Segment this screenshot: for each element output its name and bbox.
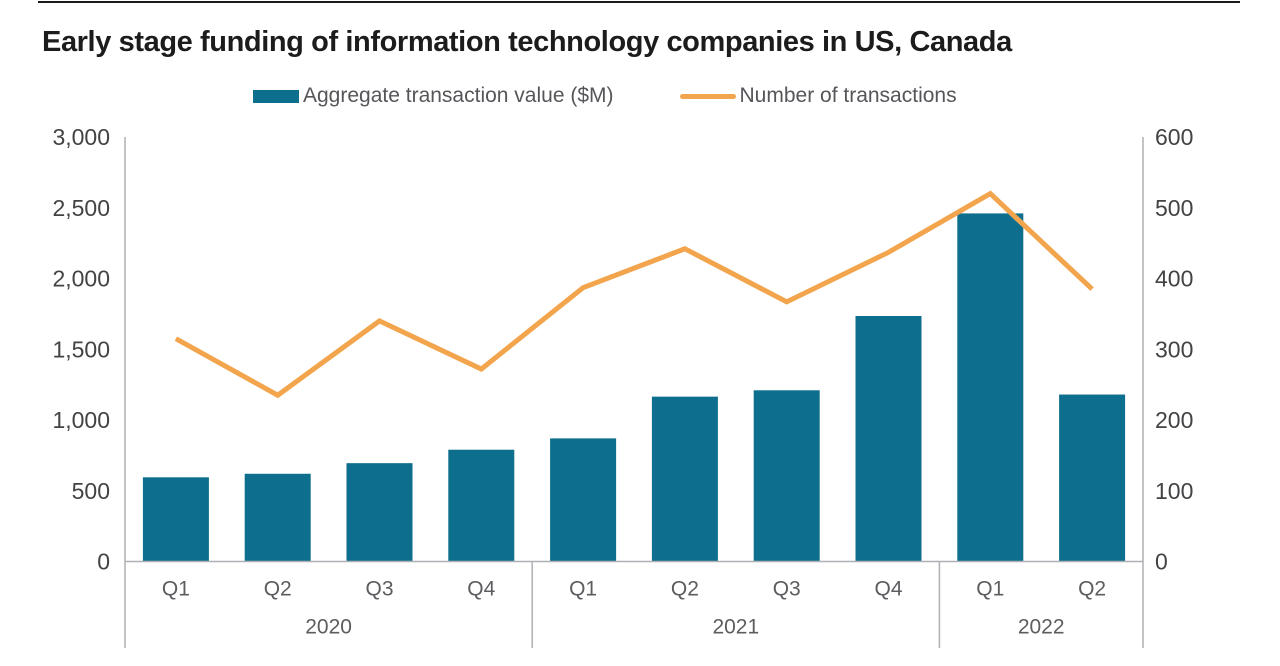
transactions-line (174, 190, 1094, 399)
legend: Aggregate transaction value ($M) Number … (253, 84, 957, 108)
right-axis-tick-200: 200 (1155, 407, 1193, 433)
left-axis-tick-1,000: 1,000 (52, 407, 110, 433)
quarter-label-2021-Q4: Q4 (874, 578, 902, 601)
quarter-label-2021-Q3: Q3 (773, 578, 801, 601)
left-axis-tick-2,000: 2,000 (52, 266, 110, 292)
bar-2021-Q2 (651, 396, 718, 562)
right-axis-tick-100: 100 (1155, 478, 1193, 504)
left-axis-tick-1,500: 1,500 (52, 336, 110, 362)
year-label-2020: 2020 (305, 616, 352, 639)
quarter-label-2020-Q3: Q3 (365, 578, 393, 601)
bar-2022-Q2 (1059, 394, 1126, 562)
right-axis-tick-400: 400 (1155, 266, 1193, 292)
left-axis-tick-2,500: 2,500 (52, 195, 110, 221)
bar-2022-Q1 (957, 213, 1024, 562)
left-axis-tick-3,000: 3,000 (52, 124, 110, 150)
quarter-label-2020-Q4: Q4 (467, 578, 495, 601)
bar-2020-Q2 (244, 473, 311, 562)
right-axis-tick-600: 600 (1155, 124, 1193, 150)
right-axis-tick-500: 500 (1155, 195, 1193, 221)
left-axis-tick-500: 500 (72, 478, 110, 504)
legend-line-label: Number of transactions (739, 84, 957, 107)
chart-title: Early stage funding of information techn… (42, 26, 1012, 58)
top-border-rule (38, 1, 1240, 3)
bar-2021-Q4 (855, 315, 922, 562)
quarter-label-2020-Q1: Q1 (162, 578, 190, 601)
year-label-2021: 2021 (712, 616, 759, 639)
quarter-label-2022-Q1: Q1 (976, 578, 1004, 601)
bar-2020-Q3 (346, 463, 413, 562)
quarter-label-2021-Q2: Q2 (671, 578, 699, 601)
legend-bar-label: Aggregate transaction value ($M) (303, 84, 614, 107)
quarter-label-2020-Q2: Q2 (264, 578, 292, 601)
bar-2021-Q3 (753, 390, 820, 562)
legend-item-line: Number of transactions (679, 84, 957, 108)
quarter-label-2022-Q2: Q2 (1078, 578, 1106, 601)
bar-2020-Q4 (448, 449, 515, 562)
bar-2020-Q1 (142, 477, 209, 562)
bar-2021-Q1 (550, 438, 617, 562)
right-axis-tick-0: 0 (1155, 549, 1168, 575)
right-axis-tick-300: 300 (1155, 336, 1193, 362)
left-axis-tick-0: 0 (97, 549, 110, 575)
line-swatch-icon (679, 93, 736, 99)
legend-item-bar: Aggregate transaction value ($M) (253, 84, 614, 108)
bar-swatch-icon (253, 89, 299, 103)
year-label-2022: 2022 (1018, 616, 1065, 639)
quarter-label-2021-Q1: Q1 (569, 578, 597, 601)
